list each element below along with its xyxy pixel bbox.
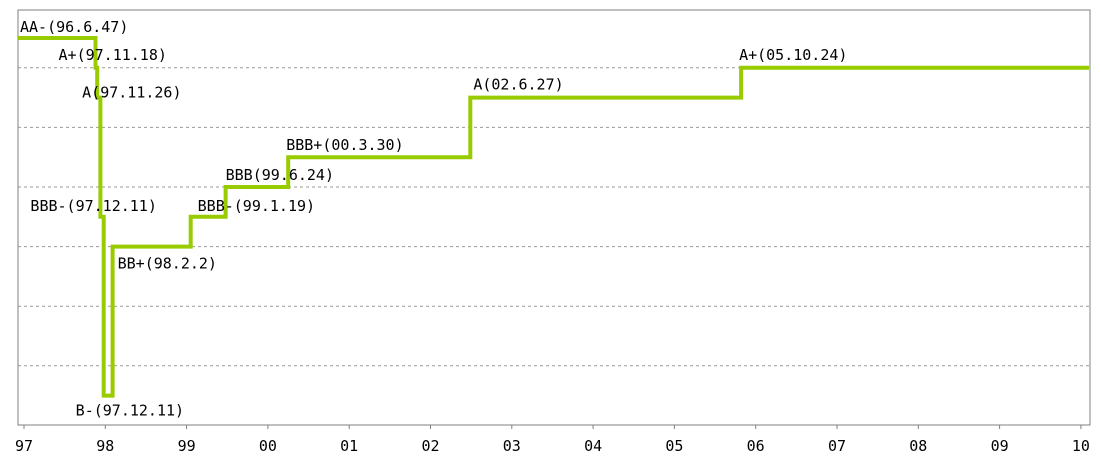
rating-annotation: A+(05.10.24) (739, 46, 847, 64)
x-tick-label: 09 (991, 437, 1009, 455)
rating-step-line (18, 36, 1089, 398)
plot-frame (17, 9, 1091, 426)
x-axis: 97 98 99 00 01 02 03 04 05 06 07 08 09 10 (15, 425, 1090, 455)
series-layer (18, 36, 1089, 398)
x-tick-label: 05 (665, 437, 683, 455)
rating-annotation: BBB(99.6.24) (226, 166, 334, 184)
rating-annotation: BBB-(99.1.19) (198, 197, 315, 215)
rating-annotation: BBB-(97.12.11) (30, 197, 156, 215)
x-tick-label: 08 (909, 437, 927, 455)
x-tick-label: 98 (96, 437, 114, 455)
x-tick-label: 03 (503, 437, 521, 455)
x-tick-label: 02 (421, 437, 439, 455)
x-tick-label: 04 (584, 437, 602, 455)
x-tick-label: 10 (1072, 437, 1090, 455)
x-tick-label: 07 (828, 437, 846, 455)
x-tick-label: 00 (259, 437, 277, 455)
rating-annotation: A(97.11.26) (82, 84, 181, 102)
rating-annotation: A+(97.11.18) (59, 46, 167, 64)
rating-annotation: A(02.6.27) (473, 76, 563, 94)
x-tick-label: 99 (178, 437, 196, 455)
rating-annotation: BB+(98.2.2) (118, 255, 217, 273)
rating-annotation: B-(97.12.11) (76, 402, 184, 420)
x-tick-label: 97 (15, 437, 33, 455)
annotation-layer: AA-(96.6.47) A+(97.11.18) A(97.11.26) BBB-(… (20, 18, 847, 420)
x-tick-label: 06 (747, 437, 765, 455)
grid-lines (18, 67, 1090, 367)
x-tick-label: 01 (340, 437, 358, 455)
rating-annotation: BBB+(00.3.30) (286, 136, 403, 154)
rating-annotation: AA-(96.6.47) (20, 18, 128, 36)
